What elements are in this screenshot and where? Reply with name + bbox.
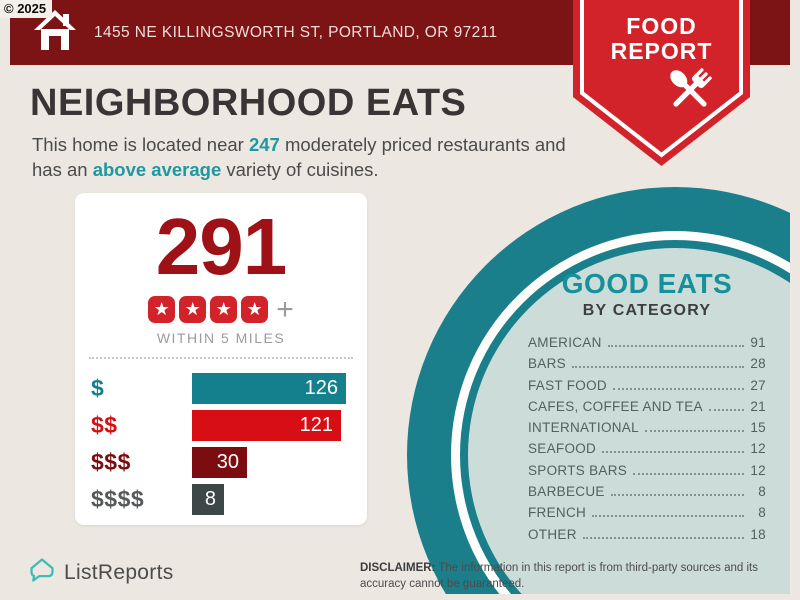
category-row: OTHER 18 <box>528 527 766 548</box>
star-icon: ★ <box>210 296 238 323</box>
category-row: SEAFOOD 12 <box>528 441 766 462</box>
category-row: BARBECUE 8 <box>528 484 766 505</box>
category-count: 12 <box>750 441 766 457</box>
subtitle-mid: moderately priced restaurants and has an <box>32 134 566 180</box>
dotted-leader <box>592 515 744 518</box>
food-report-badge: FOOD REPORT <box>573 0 750 166</box>
summary-sentence: This home is located near 247 moderately… <box>32 133 572 183</box>
category-name: OTHER <box>528 526 577 542</box>
category-count: 27 <box>750 377 766 393</box>
category-name: FRENCH <box>528 505 587 521</box>
good-eats-panel: GOOD EATS BY CATEGORY AMERICAN 91 BARS 28 FA… <box>528 268 766 548</box>
category-name: CAFES, COFFEE AND TEA <box>528 398 703 414</box>
bar-row: $$ 121 <box>91 410 367 441</box>
category-row: SPORTS BARS 12 <box>528 463 766 484</box>
circle-clip-region: GOOD EATS BY CATEGORY AMERICAN 91 BARS 28 FA… <box>10 0 790 594</box>
good-eats-subtitle: BY CATEGORY <box>582 302 712 319</box>
bar-row: $$$$ 8 <box>91 484 367 515</box>
dotted-leader <box>610 494 744 497</box>
dotted-leader <box>602 451 744 454</box>
dotted-leader <box>571 366 744 369</box>
bar-row: $126 <box>91 373 367 404</box>
listreports-brand: ListReports <box>28 556 174 589</box>
category-count: 8 <box>758 505 766 521</box>
category-row: AMERICAN 91 <box>528 335 766 356</box>
radius-label: WITHIN 5 MILES <box>156 330 286 346</box>
brand-name: ListReports <box>64 560 174 584</box>
bar: 121 <box>192 410 341 441</box>
category-row: BARS 28 <box>528 356 766 377</box>
category-row: FRENCH 8 <box>528 505 766 526</box>
copyright-watermark: © 2025 <box>0 0 53 18</box>
page-title: NEIGHBORHOOD EATS <box>30 82 467 124</box>
category-name: SPORTS BARS <box>528 462 628 478</box>
dotted-divider <box>89 357 353 359</box>
category-row: CAFES, COFFEE AND TEA 21 <box>528 399 766 420</box>
price-tier-bar-chart: $126 $$ 121 $$$ 30 $$$$ 8 <box>91 373 367 515</box>
dotted-leader <box>582 536 744 539</box>
good-eats-title: GOOD EATS <box>561 268 733 299</box>
star-icon: ★ <box>241 296 269 323</box>
price-tier-label: $ <box>91 375 105 401</box>
category-name: BARS <box>528 356 566 372</box>
listreports-logo-icon <box>28 556 56 589</box>
bar: 126 <box>192 373 346 404</box>
dotted-leader <box>612 387 744 390</box>
dotted-leader <box>633 472 744 475</box>
category-row: INTERNATIONAL 15 <box>528 420 766 441</box>
bar-row: $$$ 30 <box>91 447 367 478</box>
category-count: 28 <box>750 356 766 372</box>
restaurant-count: 247 <box>248 134 280 155</box>
total-count: 291 <box>155 202 287 291</box>
price-tier-label: $$$$ <box>91 486 145 512</box>
dotted-leader <box>644 430 744 433</box>
category-count: 15 <box>750 420 766 436</box>
bar: 8 <box>192 484 224 515</box>
category-name: AMERICAN <box>528 335 602 350</box>
house-icon <box>32 8 78 63</box>
category-count: 91 <box>750 335 766 350</box>
disclaimer: DISCLAIMER: The information in this repo… <box>360 560 768 592</box>
dotted-leader <box>607 345 744 347</box>
category-row: FAST FOOD 27 <box>528 378 766 399</box>
plus-sign: + <box>276 293 294 326</box>
subtitle-post: variety of cuisines. <box>221 158 379 180</box>
dotted-leader <box>708 408 744 411</box>
badge-shape <box>573 0 750 166</box>
price-tier-label: $$ <box>91 412 118 438</box>
category-name: FAST FOOD <box>528 377 607 393</box>
restaurant-summary-card: 291 ★ ★ ★ ★ + WITHIN 5 MILES $126 $$ 121 $$$ 30 $… <box>75 193 367 525</box>
star-icon: ★ <box>179 296 207 323</box>
star-icon: ★ <box>148 296 176 323</box>
category-name: INTERNATIONAL <box>528 420 639 436</box>
bar: 30 <box>192 447 247 478</box>
category-count: 8 <box>758 484 766 500</box>
badge-line2: REPORT <box>610 37 713 64</box>
category-count: 18 <box>750 526 766 542</box>
category-count: 21 <box>750 398 766 414</box>
category-name: SEAFOOD <box>528 441 597 457</box>
subtitle-pre: This home is located near <box>32 134 249 155</box>
price-tier-label: $$$ <box>91 449 131 475</box>
star-rating: ★ ★ ★ ★ + <box>75 293 367 326</box>
category-count: 12 <box>750 462 766 478</box>
category-name: BARBECUE <box>528 484 605 500</box>
badge-title: FOOD REPORT <box>573 14 750 64</box>
disclaimer-text: The information in this report is from t… <box>360 562 758 591</box>
variety-highlight: above average <box>92 158 222 180</box>
disclaimer-label: DISCLAIMER: <box>360 562 436 574</box>
badge-line1: FOOD <box>626 13 697 39</box>
category-list: AMERICAN 91 BARS 28 FAST FOOD 27 CAFES, COFFEE… <box>528 335 766 548</box>
property-address: 1455 NE KILLINGSWORTH ST, PORTLAND, OR 9… <box>94 23 498 41</box>
